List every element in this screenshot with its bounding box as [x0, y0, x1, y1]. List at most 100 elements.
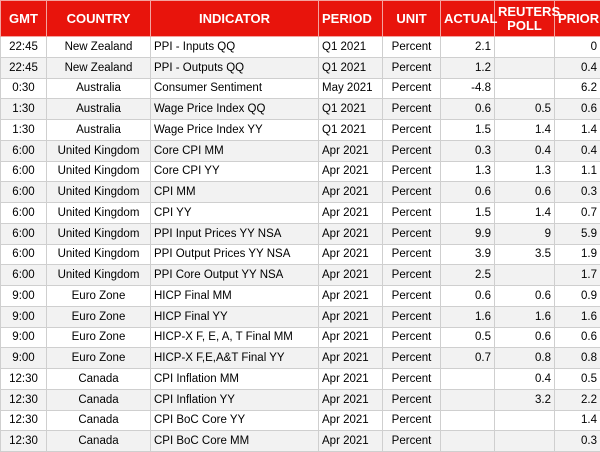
table-cell: Percent [383, 327, 441, 348]
table-cell: 1.4 [555, 410, 600, 431]
table-cell [495, 37, 555, 58]
table-cell: Euro Zone [47, 286, 151, 307]
table-cell: 0.8 [495, 348, 555, 369]
table-cell: New Zealand [47, 37, 151, 58]
table-cell: 9:00 [1, 348, 47, 369]
table-cell: PPI - Outputs QQ [151, 57, 319, 78]
table-cell: 1.5 [441, 203, 495, 224]
table-cell: 0 [555, 37, 600, 58]
table-cell: New Zealand [47, 57, 151, 78]
table-cell: Percent [383, 286, 441, 307]
table-cell: Percent [383, 78, 441, 99]
table-cell [441, 431, 495, 452]
table-cell: 9:00 [1, 327, 47, 348]
table-cell: PPI Output Prices YY NSA [151, 244, 319, 265]
table-cell: 1.4 [555, 120, 600, 141]
table-cell: Apr 2021 [319, 410, 383, 431]
table-cell: Percent [383, 369, 441, 390]
table-cell [495, 410, 555, 431]
table-cell: 0.6 [441, 99, 495, 120]
column-header: REUTERS POLL [495, 1, 555, 37]
table-cell: 0.6 [495, 327, 555, 348]
table-cell: 0.6 [495, 286, 555, 307]
column-header: ACTUAL [441, 1, 495, 37]
table-cell: 0.7 [555, 203, 600, 224]
table-cell: Q1 2021 [319, 37, 383, 58]
table-cell: United Kingdom [47, 244, 151, 265]
table-cell: United Kingdom [47, 161, 151, 182]
table-cell: Apr 2021 [319, 389, 383, 410]
table-cell: 6:00 [1, 140, 47, 161]
table-cell: CPI BoC Core YY [151, 410, 319, 431]
table-cell: 0.6 [495, 182, 555, 203]
column-header: PERIOD [319, 1, 383, 37]
table-cell: 0.6 [441, 286, 495, 307]
table-cell: 0.4 [555, 57, 600, 78]
table-cell: Percent [383, 410, 441, 431]
table-cell: Canada [47, 369, 151, 390]
table-cell: 0.5 [441, 327, 495, 348]
table-cell: 2.1 [441, 37, 495, 58]
table-cell: 1.5 [441, 120, 495, 141]
table-cell: Canada [47, 410, 151, 431]
table-cell: 1.3 [441, 161, 495, 182]
table-cell: -4.8 [441, 78, 495, 99]
table-cell: May 2021 [319, 78, 383, 99]
table-cell: 0:30 [1, 78, 47, 99]
table-cell: Percent [383, 99, 441, 120]
table-cell: PPI Input Prices YY NSA [151, 223, 319, 244]
table-cell: HICP Final YY [151, 306, 319, 327]
table-cell: 6:00 [1, 182, 47, 203]
table-cell: Percent [383, 203, 441, 224]
table-cell: 0.6 [441, 182, 495, 203]
table-cell [495, 57, 555, 78]
table-cell: 1.3 [495, 161, 555, 182]
table-cell: CPI YY [151, 203, 319, 224]
table-cell: Euro Zone [47, 327, 151, 348]
table-cell: Percent [383, 120, 441, 141]
table-cell: 1.6 [555, 306, 600, 327]
table-cell: 0.6 [555, 327, 600, 348]
table-cell: 0.4 [495, 140, 555, 161]
table-cell: 0.3 [441, 140, 495, 161]
column-header: UNIT [383, 1, 441, 37]
table-cell: 1.9 [555, 244, 600, 265]
table-cell: Wage Price Index QQ [151, 99, 319, 120]
table-cell: CPI MM [151, 182, 319, 203]
table-cell: 1:30 [1, 99, 47, 120]
table-cell: 1:30 [1, 120, 47, 141]
table-cell: Apr 2021 [319, 161, 383, 182]
table-cell: Percent [383, 265, 441, 286]
table-cell: CPI Inflation YY [151, 389, 319, 410]
table-cell [495, 431, 555, 452]
table-cell: Percent [383, 57, 441, 78]
table-cell: United Kingdom [47, 203, 151, 224]
table-cell: Australia [47, 120, 151, 141]
table-cell: 9.9 [441, 223, 495, 244]
table-cell: Apr 2021 [319, 327, 383, 348]
table-cell: Percent [383, 348, 441, 369]
table-cell: 2.2 [555, 389, 600, 410]
table-cell: 0.6 [555, 99, 600, 120]
column-header: COUNTRY [47, 1, 151, 37]
table-cell [441, 369, 495, 390]
table-cell [441, 410, 495, 431]
table-cell: 6:00 [1, 161, 47, 182]
